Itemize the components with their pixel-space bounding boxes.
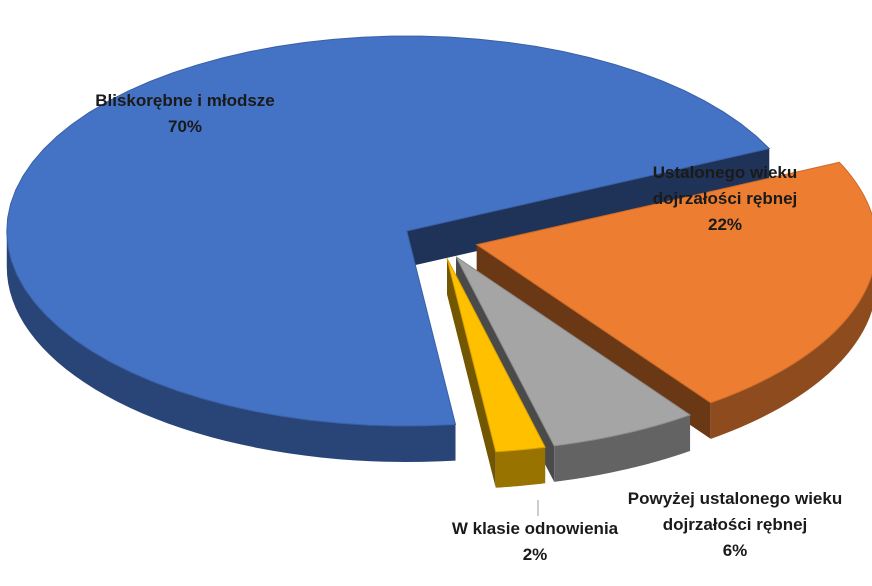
data-label: W klasie odnowienia 2% [430,516,640,568]
slice-side [6,231,456,463]
slice-side [710,274,872,439]
slice [475,161,872,404]
slice-side [554,414,691,482]
slice [455,256,692,447]
value-label: 70% [167,117,203,136]
value-label: 2% [522,545,548,564]
category-label: Powyżej ustalonego wieku dojrzałości ręb… [627,489,843,534]
category-label: Bliskorębne i młodsze [95,91,275,110]
slice [446,257,546,453]
value-label: 22% [707,215,743,234]
category-label: Ustalonego wieku dojrzałości rębnej [652,163,798,208]
data-label: Bliskorębne i młodsze 70% [60,88,310,140]
slice-side [495,447,546,488]
category-label: W klasie odnowienia [451,519,619,538]
data-label: Ustalonego wieku dojrzałości rębnej 22% [620,160,830,238]
slice-cut-wall [406,148,770,268]
value-label: 6% [722,541,748,560]
data-label: Powyżej ustalonego wieku dojrzałości ręb… [620,486,850,564]
slice-cut-wall [446,258,496,488]
slice [6,35,771,427]
